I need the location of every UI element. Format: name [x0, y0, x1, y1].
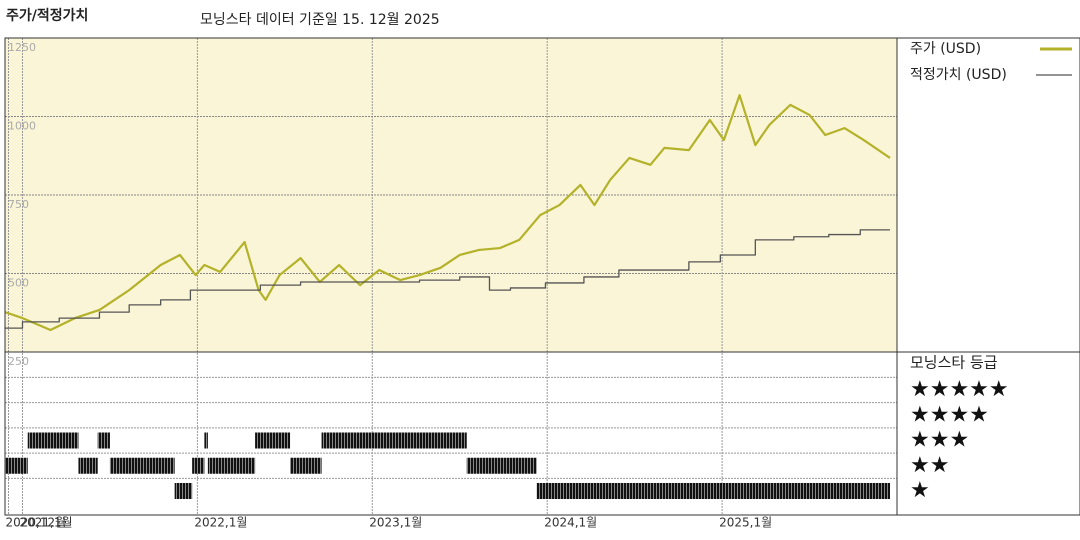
- x-tick-label: 2023,1월: [369, 516, 422, 530]
- y-tick-label: 1000: [8, 120, 36, 133]
- x-tick-label: 2022,1월: [194, 516, 247, 530]
- rating-segment: [255, 432, 291, 449]
- y-tick-label: 500: [8, 277, 29, 290]
- y-tick-label: 250: [8, 355, 29, 368]
- legend-label: 주가 (USD): [910, 41, 981, 57]
- rating-segment: [174, 483, 193, 499]
- chart-subtitle: 모닝스타 데이터 기준일 15. 12월 2025: [200, 12, 440, 28]
- rating-segment: [78, 457, 98, 474]
- rating-label: ★★★★★: [910, 377, 1009, 402]
- rating-label: ★★★: [910, 428, 969, 453]
- rating-segment: [207, 457, 256, 474]
- y-tick-label: 1250: [8, 41, 36, 54]
- rating-segment: [290, 457, 322, 474]
- legend-label: 적정가치 (USD): [910, 67, 1007, 83]
- x-tick-label: 2025,1월: [719, 516, 772, 530]
- series-line: [5, 229, 891, 329]
- x-tick-label: 2020,12월: [5, 516, 66, 530]
- rating-label: ★★: [910, 453, 949, 478]
- series-line: [4, 94, 891, 332]
- rating-segment: [204, 432, 208, 449]
- rating-label: ★: [910, 478, 930, 503]
- rating-segment: [466, 457, 537, 474]
- rating-label: ★★★★: [910, 402, 989, 427]
- rating-segment: [27, 432, 79, 449]
- chart-title: 주가/적정가치: [6, 7, 88, 24]
- rating-segment: [536, 483, 891, 499]
- x-tick-label: 2024,1월: [544, 516, 597, 530]
- rating-segment: [192, 457, 205, 474]
- rating-segment: [109, 457, 175, 474]
- rating-segment: [97, 432, 110, 449]
- ratings-title: 모닝스타 등급: [910, 354, 998, 372]
- x-tick-label: 2021,1월: [19, 516, 72, 530]
- rating-segment: [5, 457, 28, 474]
- frame: [4, 37, 1080, 516]
- rating-segment: [321, 432, 467, 449]
- y-tick-label: 750: [8, 198, 29, 211]
